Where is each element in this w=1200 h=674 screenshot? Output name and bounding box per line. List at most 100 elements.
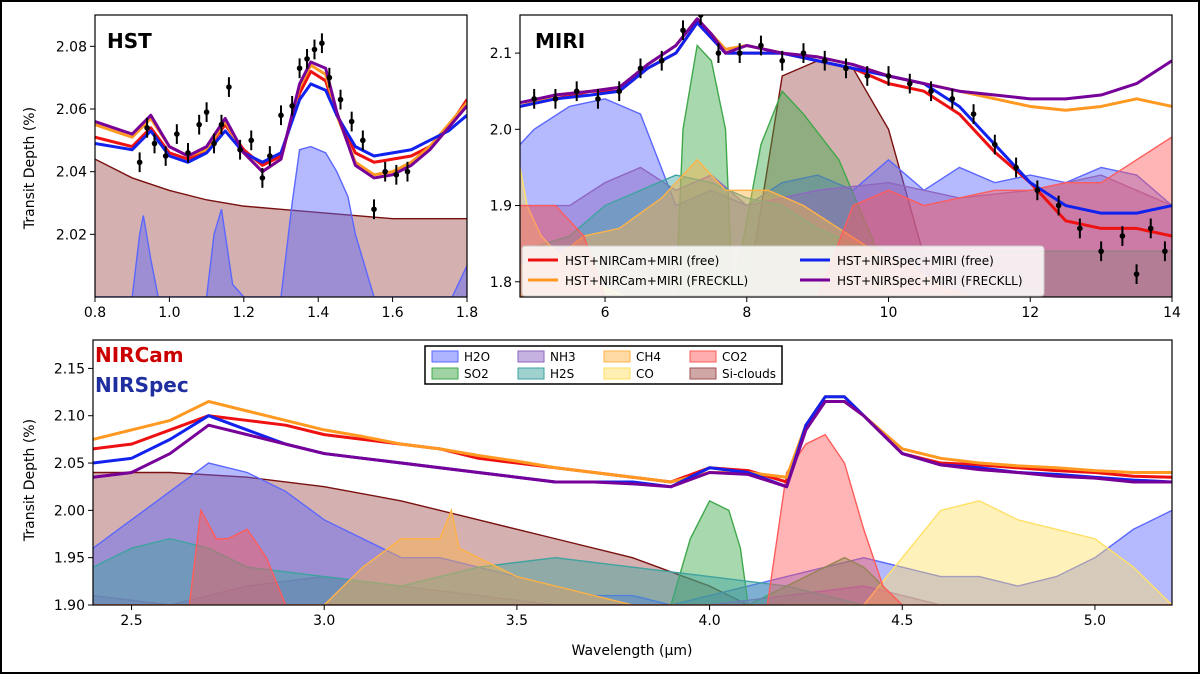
miri-xtick-label: 8 xyxy=(742,305,751,321)
miri-data-point xyxy=(616,88,623,95)
hst-data-point xyxy=(326,74,333,81)
nir-axes-frame xyxy=(92,339,1173,606)
nir-contribution-edge-co xyxy=(786,500,1172,605)
hst-data-point xyxy=(218,121,225,128)
nir-xtick-label: 3.0 xyxy=(313,613,335,629)
hst-contribution-edge-h2o xyxy=(95,145,467,297)
miri-data-point xyxy=(1147,225,1154,232)
legend-label-nirspec-freckll: HST+NIRSpec+MIRI (FRECKLL) xyxy=(837,274,1023,288)
miri-data-point xyxy=(680,27,686,34)
hst-data-point xyxy=(211,140,217,147)
miri-ytick-label: 2.0 xyxy=(490,122,512,138)
nir-plot-area xyxy=(93,395,1172,605)
hst-xtick-label: 1.0 xyxy=(158,305,180,321)
hst-ytick-label: 2.08 xyxy=(56,39,87,55)
miri-ytick-label: 2.1 xyxy=(490,46,512,62)
miri-legend-box xyxy=(521,245,1045,297)
miri-legend: HST+NIRCam+MIRI (free) HST+NIRCam+MIRI (… xyxy=(521,245,1045,297)
miri-data-point xyxy=(637,65,644,72)
hst-data-point xyxy=(248,137,255,144)
nir-ytick-label: 1.90 xyxy=(54,598,85,614)
hst-data-point xyxy=(174,131,180,137)
nir-ytick-label: 2.00 xyxy=(54,503,85,519)
legend-swatch-h2o xyxy=(431,350,459,363)
nir-contribution-edge-h2s xyxy=(93,538,1172,605)
miri-data-point xyxy=(779,57,786,64)
hst-series-2 xyxy=(95,82,467,164)
legend-label-ch4: CH4 xyxy=(636,350,661,364)
legend-swatch-ch4 xyxy=(603,350,631,363)
legend-label-co: CO xyxy=(636,367,654,381)
hst-data-point xyxy=(203,109,210,115)
nir-contribution-co2 xyxy=(93,434,1172,605)
nir-contribution-h2o xyxy=(93,463,1172,605)
miri-contribution-si-clouds xyxy=(520,60,1172,297)
hst-axes-frame xyxy=(94,14,468,298)
nir-xtick-label: 5.0 xyxy=(1084,613,1106,629)
legend-swatch-h2s xyxy=(517,367,545,380)
miri-data-point xyxy=(864,73,871,79)
hst-xtick-label: 1.4 xyxy=(307,305,329,321)
miri-data-point xyxy=(758,42,764,49)
miri-data-point xyxy=(715,50,722,56)
nir-contribution-edge-nh3 xyxy=(93,575,1172,605)
miri-data-point xyxy=(928,88,934,95)
miri-data-point xyxy=(1034,187,1041,194)
nir-contribution-edge-h2o xyxy=(93,462,1172,605)
hst-data-point xyxy=(304,56,310,62)
miri-data-point xyxy=(821,57,828,64)
miri-data-point xyxy=(658,57,665,64)
legend-label-nircam-free: HST+NIRCam+MIRI (free) xyxy=(565,254,719,268)
nir-contribution-ch4 xyxy=(93,510,1172,605)
nirspec-label: NIRSpec xyxy=(95,373,189,397)
hst-xtick-label: 1.6 xyxy=(381,305,403,321)
nir-contribution-edge-ch4 xyxy=(93,507,1172,605)
nir-contribution-nh3 xyxy=(93,576,1172,605)
miri-data-point xyxy=(736,50,743,56)
legend-swatch-nh3 xyxy=(517,350,545,363)
miri-contribution-edge-so2 xyxy=(520,43,1172,297)
hst-data-point xyxy=(337,96,344,103)
miri-data-point xyxy=(1013,164,1019,171)
legend-label-nircam-freckll: HST+NIRCam+MIRI (FRECKLL) xyxy=(565,274,748,288)
legend-swatch-co2 xyxy=(689,350,717,363)
nir-xtick-label: 3.5 xyxy=(506,613,528,629)
miri-data-point xyxy=(800,50,807,56)
hst-data-point xyxy=(162,153,169,159)
legend-swatch-co xyxy=(603,367,631,380)
hst-data-point xyxy=(289,103,295,109)
nircam-label: NIRCam xyxy=(95,343,184,367)
nir-ytick-label: 2.10 xyxy=(54,409,85,425)
miri-ytick-label: 1.8 xyxy=(490,275,512,291)
legend-label-so2: SO2 xyxy=(464,367,489,381)
hst-ytick-label: 2.06 xyxy=(56,102,87,118)
hst-ylabel: Transit Depth (%) xyxy=(22,107,38,230)
nir-xtick-label: 4.5 xyxy=(891,613,913,629)
hst-title: HST xyxy=(107,29,152,53)
nir-xlabel: Wavelength (μm) xyxy=(572,643,693,659)
hst-xtick-label: 1.2 xyxy=(233,305,255,321)
legend-swatch-so2 xyxy=(431,367,459,380)
legend-label-si-clouds: Si-clouds xyxy=(722,367,776,381)
hst-data-point xyxy=(311,46,318,53)
nir-panel: 2.5 3.0 3.5 4.0 4.5 5.0 1.90 1.95 2.00 2.05 2.10 2.… xyxy=(54,339,1173,629)
hst-data-point xyxy=(296,65,303,72)
miri-series-3 xyxy=(520,17,1172,105)
miri-title: MIRI xyxy=(535,29,585,53)
miri-xtick-label: 14 xyxy=(1163,305,1181,321)
legend-label-co2: CO2 xyxy=(722,350,747,364)
miri-data-point xyxy=(552,96,559,102)
hst-data-point xyxy=(136,159,143,166)
legend-label-h2s: H2S xyxy=(550,367,574,381)
hst-data-point xyxy=(185,150,191,156)
nir-contribution-edge-co2 xyxy=(93,433,1172,605)
hst-xtick-label: 1.8 xyxy=(456,305,478,321)
hst-xtick-label: 0.8 xyxy=(84,305,106,321)
hst-data-point xyxy=(267,153,273,159)
hst-series-3 xyxy=(95,60,467,180)
miri-contribution-edge-h2o xyxy=(520,98,1172,207)
miri-data-point xyxy=(1098,248,1104,255)
hst-data-point xyxy=(237,146,243,153)
miri-xtick-label: 10 xyxy=(880,305,898,321)
